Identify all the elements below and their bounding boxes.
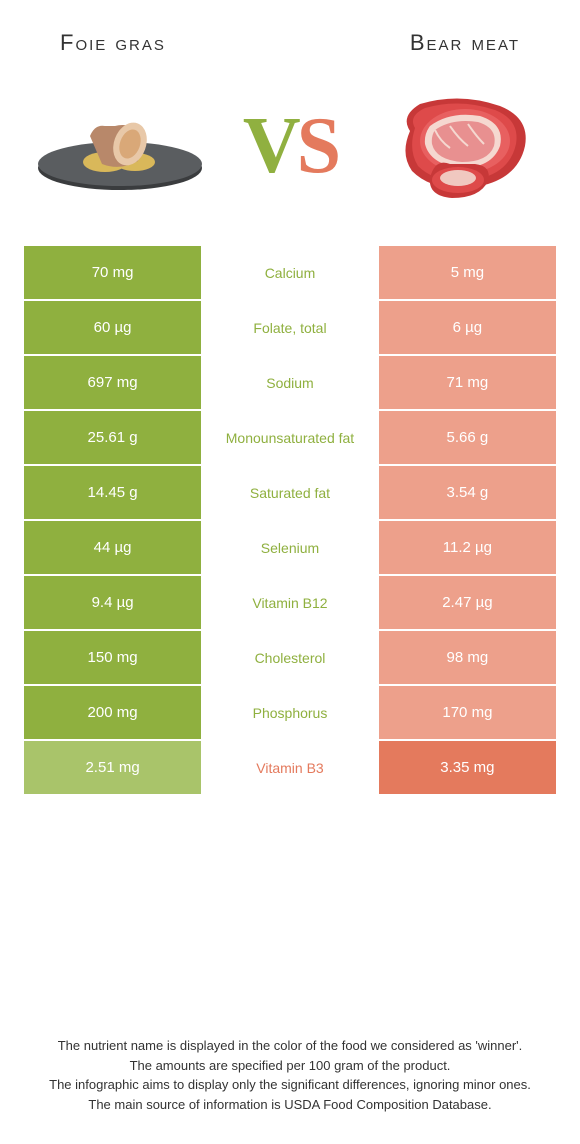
value-right: 98 mg [379, 631, 556, 684]
table-row: 697 mgSodium71 mg [24, 356, 556, 409]
foie-gras-image [30, 86, 210, 206]
nutrient-name: Vitamin B12 [201, 576, 379, 629]
vs-s: S [297, 102, 338, 190]
footer-line: The nutrient name is displayed in the co… [30, 1036, 550, 1056]
nutrient-name: Selenium [201, 521, 379, 574]
hero-row: VS [0, 66, 580, 236]
title-left: Foie gras [60, 30, 166, 56]
value-left: 60 µg [24, 301, 201, 354]
bear-meat-image [370, 86, 550, 206]
table-row: 60 µgFolate, total6 µg [24, 301, 556, 354]
nutrient-name: Folate, total [201, 301, 379, 354]
footer-notes: The nutrient name is displayed in the co… [30, 1036, 550, 1114]
nutrient-name: Cholesterol [201, 631, 379, 684]
value-left: 150 mg [24, 631, 201, 684]
vs-label: VS [243, 101, 337, 192]
value-right: 5 mg [379, 246, 556, 299]
title-row: Foie gras Bear meat [0, 0, 580, 66]
value-right: 11.2 µg [379, 521, 556, 574]
value-left: 200 mg [24, 686, 201, 739]
value-left: 14.45 g [24, 466, 201, 519]
value-left: 25.61 g [24, 411, 201, 464]
value-right: 71 mg [379, 356, 556, 409]
table-row: 200 mgPhosphorus170 mg [24, 686, 556, 739]
value-right: 6 µg [379, 301, 556, 354]
nutrient-name: Saturated fat [201, 466, 379, 519]
value-left: 44 µg [24, 521, 201, 574]
title-right: Bear meat [410, 30, 520, 56]
nutrient-name: Sodium [201, 356, 379, 409]
value-right: 3.35 mg [379, 741, 556, 794]
table-row: 150 mgCholesterol98 mg [24, 631, 556, 684]
footer-line: The infographic aims to display only the… [30, 1075, 550, 1095]
nutrient-name: Vitamin B3 [201, 741, 379, 794]
footer-line: The main source of information is USDA F… [30, 1095, 550, 1115]
value-left: 697 mg [24, 356, 201, 409]
nutrient-name: Monounsaturated fat [201, 411, 379, 464]
value-right: 2.47 µg [379, 576, 556, 629]
value-left: 70 mg [24, 246, 201, 299]
vs-v: V [243, 102, 297, 190]
nutrient-name: Calcium [201, 246, 379, 299]
table-row: 14.45 gSaturated fat3.54 g [24, 466, 556, 519]
value-right: 170 mg [379, 686, 556, 739]
value-left: 9.4 µg [24, 576, 201, 629]
footer-line: The amounts are specified per 100 gram o… [30, 1056, 550, 1076]
table-row: 70 mgCalcium5 mg [24, 246, 556, 299]
nutrient-name: Phosphorus [201, 686, 379, 739]
value-right: 5.66 g [379, 411, 556, 464]
table-row: 44 µgSelenium11.2 µg [24, 521, 556, 574]
value-right: 3.54 g [379, 466, 556, 519]
value-left: 2.51 mg [24, 741, 201, 794]
table-row: 2.51 mgVitamin B33.35 mg [24, 741, 556, 794]
table-row: 9.4 µgVitamin B122.47 µg [24, 576, 556, 629]
table-row: 25.61 gMonounsaturated fat5.66 g [24, 411, 556, 464]
comparison-table: 70 mgCalcium5 mg60 µgFolate, total6 µg69… [24, 246, 556, 794]
